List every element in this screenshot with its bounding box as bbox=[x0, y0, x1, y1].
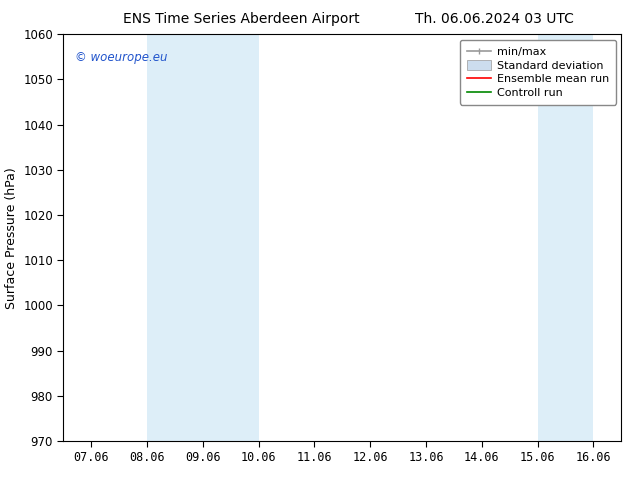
Legend: min/max, Standard deviation, Ensemble mean run, Controll run: min/max, Standard deviation, Ensemble me… bbox=[460, 40, 616, 105]
Bar bbox=[538, 34, 593, 441]
Y-axis label: Surface Pressure (hPa): Surface Pressure (hPa) bbox=[4, 167, 18, 309]
Text: ENS Time Series Aberdeen Airport: ENS Time Series Aberdeen Airport bbox=[122, 12, 359, 26]
Text: © woeurope.eu: © woeurope.eu bbox=[75, 50, 167, 64]
Text: Th. 06.06.2024 03 UTC: Th. 06.06.2024 03 UTC bbox=[415, 12, 574, 26]
Bar bbox=[203, 34, 259, 441]
Bar bbox=[147, 34, 203, 441]
